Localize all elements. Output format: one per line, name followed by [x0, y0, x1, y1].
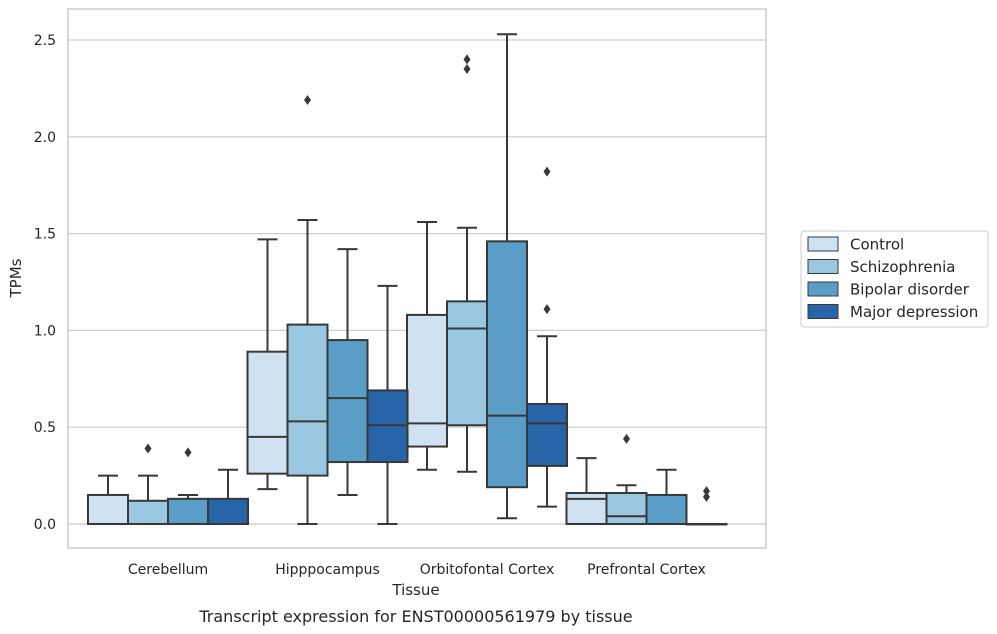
outlier-point — [144, 443, 152, 454]
plot-frame — [67, 8, 767, 549]
y-tick-label: 0.0 — [34, 517, 56, 533]
box-body — [246, 350, 289, 475]
legend-swatch — [807, 304, 839, 319]
outlier-point — [463, 54, 471, 65]
box-3-1 — [605, 433, 648, 525]
box-body — [446, 300, 488, 427]
gridlines — [68, 39, 766, 525]
box-2-3 — [526, 166, 568, 508]
legend-label: Bipolar disorder — [850, 281, 970, 299]
box-3-3 — [685, 486, 728, 526]
x-axis-ticks: Cerebellum Hipppocampus Orbitofontal Corte… — [128, 562, 706, 578]
box-0-3 — [207, 468, 249, 525]
box-1-1 — [286, 95, 329, 525]
x-tick-label: Orbitofontal Cortex — [420, 562, 555, 578]
box-body — [167, 497, 209, 525]
x-tick-label: Cerebellum — [128, 562, 208, 578]
box-0-2 — [167, 447, 209, 525]
box-body — [645, 493, 688, 525]
x-tick-label: Prefrontal Cortex — [587, 562, 706, 578]
legend-swatch — [807, 236, 839, 252]
box-2-2 — [486, 33, 528, 520]
box-0-0 — [87, 474, 129, 525]
box-3-2 — [645, 468, 688, 525]
box-body — [486, 240, 528, 489]
legend-swatch — [807, 281, 839, 297]
legend-label: Control — [850, 236, 904, 254]
outlier-point — [703, 486, 710, 497]
box-3-0 — [565, 457, 608, 525]
box-body — [87, 493, 129, 525]
box-1-0 — [246, 238, 289, 491]
y-tick-label: 2.5 — [34, 33, 56, 49]
y-tick-label: 1.5 — [34, 227, 56, 243]
outlier-point — [304, 95, 311, 106]
box-2-1 — [446, 54, 488, 473]
box-body — [526, 402, 568, 467]
box-1-2 — [326, 248, 369, 496]
outlier-point — [184, 447, 192, 458]
box-1-3 — [366, 284, 409, 525]
box-body — [565, 492, 608, 525]
y-tick-label: 2.0 — [34, 130, 56, 146]
box-body — [605, 492, 648, 525]
outlier-point — [703, 491, 710, 502]
box-series — [87, 33, 728, 526]
legend-label: Major depression — [850, 303, 978, 321]
box-body — [326, 339, 369, 464]
box-body — [127, 499, 169, 526]
box-0-1 — [127, 443, 169, 526]
outlier-point — [463, 64, 471, 75]
box-body — [286, 323, 329, 477]
y-tick-label: 1.0 — [34, 323, 56, 339]
legend-swatch — [807, 259, 839, 274]
x-axis-label: Tissue — [391, 581, 439, 599]
outlier-point — [543, 304, 551, 315]
outlier-point — [543, 166, 551, 177]
y-axis-ticks: 0.0 0.5 1.0 1.5 2.0 2.5 — [34, 33, 56, 533]
y-axis-label: TPMs — [7, 258, 25, 298]
outlier-point — [623, 433, 630, 444]
box-body — [406, 313, 448, 448]
y-tick-label: 0.5 — [34, 420, 56, 436]
chart-caption: Transcript expression for ENST0000056197… — [198, 607, 632, 626]
x-tick-label: Hipppocampus — [275, 562, 380, 578]
legend-label: Schizophrenia — [850, 258, 955, 276]
legend: Control Schizophrenia Bipolar disorder Majo… — [800, 230, 989, 328]
box-body — [207, 497, 249, 525]
legend-frame — [800, 230, 989, 328]
box-2-0 — [406, 220, 448, 471]
